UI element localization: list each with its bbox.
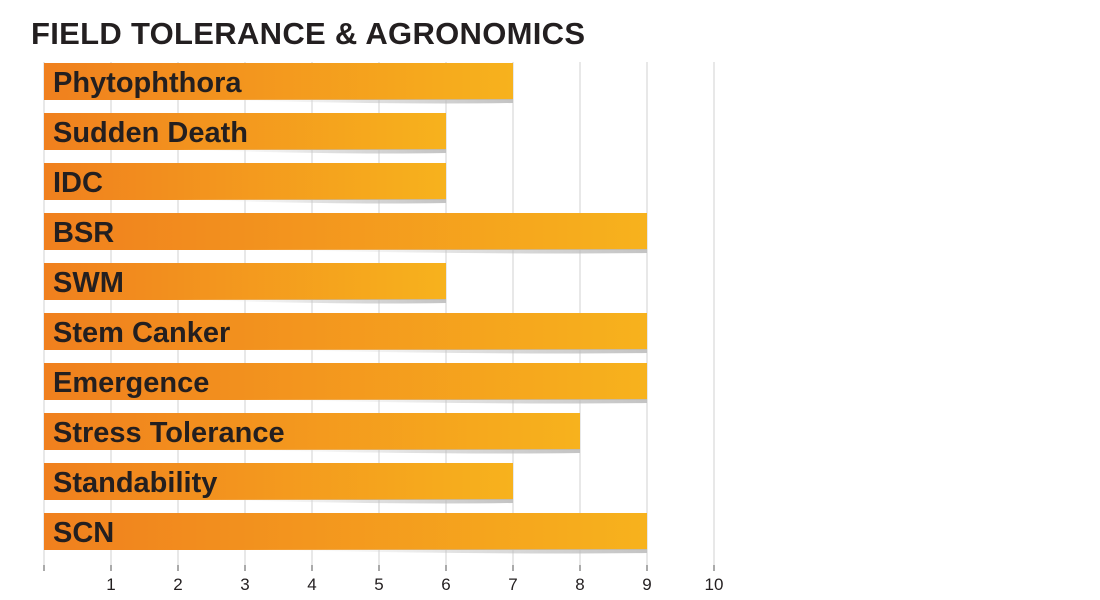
bar-group: Stem Canker xyxy=(44,313,647,354)
x-tick-label: 9 xyxy=(642,575,651,594)
x-tick-label: 8 xyxy=(575,575,584,594)
bar-label: BSR xyxy=(53,217,114,249)
bar-shadow xyxy=(224,549,647,554)
bar-shadow xyxy=(164,299,446,304)
bar-label: Standability xyxy=(53,467,217,499)
bar xyxy=(44,213,647,250)
bar-group: BSR xyxy=(44,213,647,254)
x-tick-label: 5 xyxy=(374,575,383,594)
bar-shadow xyxy=(224,399,647,404)
bar-shadow xyxy=(204,449,581,454)
bar-group: SWM xyxy=(44,263,446,304)
bar-group: Stress Tolerance xyxy=(44,413,581,454)
x-tick-label: 6 xyxy=(441,575,450,594)
bar xyxy=(44,163,446,200)
bar-label: Sudden Death xyxy=(53,117,248,149)
bar-label: IDC xyxy=(53,167,103,199)
bar xyxy=(44,313,647,350)
x-tick-label: 4 xyxy=(307,575,316,594)
bar xyxy=(44,513,647,550)
chart-title: FIELD TOLERANCE & AGRONOMICS xyxy=(31,16,586,51)
bar-shadow xyxy=(184,499,513,504)
bar-label: SWM xyxy=(53,267,124,299)
bar-group: Sudden Death xyxy=(44,113,446,154)
bars: Phytophthora Sudden Death IDC BSR SWM Stem Ca… xyxy=(44,63,647,554)
bar-label: Emergence xyxy=(53,367,209,399)
bar-group: Emergence xyxy=(44,363,647,404)
bar-label: SCN xyxy=(53,517,114,549)
bar-group: Standability xyxy=(44,463,513,504)
bar-shadow xyxy=(184,99,513,104)
bar xyxy=(44,463,513,500)
bar xyxy=(44,63,513,100)
bar-group: IDC xyxy=(44,163,446,204)
bar-group: SCN xyxy=(44,513,647,554)
bar-label: Phytophthora xyxy=(53,67,242,99)
bar-shadow xyxy=(224,349,647,354)
bar-shadow xyxy=(224,249,647,254)
bar xyxy=(44,413,580,450)
bar-shadow xyxy=(164,199,446,204)
bar-group: Phytophthora xyxy=(44,63,513,104)
x-tick-label: 3 xyxy=(240,575,249,594)
bar-label: Stem Canker xyxy=(53,317,230,349)
x-tick-label: 2 xyxy=(173,575,182,594)
bar-label: Stress Tolerance xyxy=(53,417,285,449)
bar xyxy=(44,263,446,300)
x-tick-label: 7 xyxy=(508,575,517,594)
x-tick-label: 10 xyxy=(705,575,724,594)
bar xyxy=(44,363,647,400)
x-tick-label: 1 xyxy=(106,575,115,594)
bar-shadow xyxy=(164,149,446,154)
x-axis-ticks: 1 2 3 4 5 6 7 8 9 10 xyxy=(106,575,723,594)
bar xyxy=(44,113,446,150)
